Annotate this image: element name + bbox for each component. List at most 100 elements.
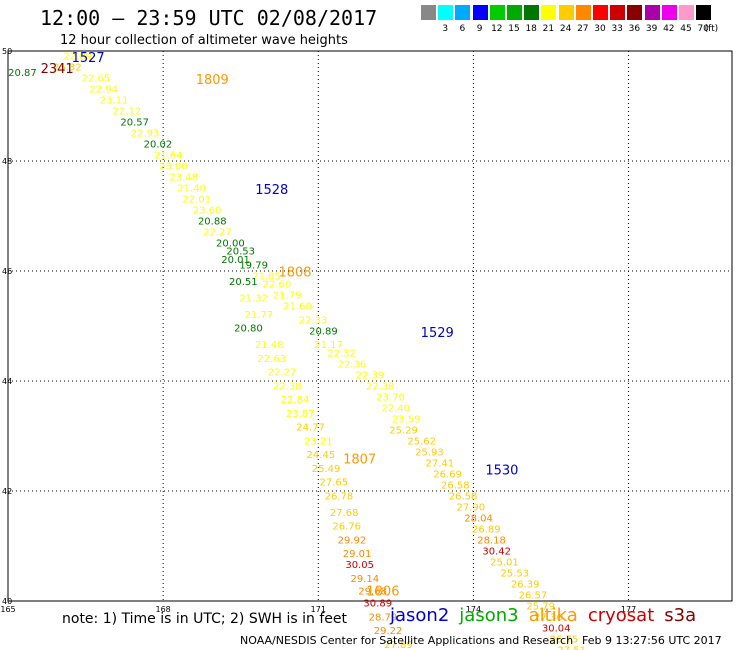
legend-label: 33 — [611, 24, 623, 34]
wave-height-label: 25.29 — [389, 425, 418, 436]
legend-label: 27 — [577, 24, 589, 34]
legend-swatch — [541, 5, 557, 20]
legend-label: 9 — [476, 24, 483, 34]
y-tick-label: 44 — [2, 377, 12, 386]
wave-height-label: 27.41 — [425, 458, 454, 469]
wave-height-label: 22.38 — [366, 381, 395, 392]
wave-height-label: 20.01 — [221, 255, 250, 266]
wave-height-label: 27.36 — [534, 612, 563, 623]
pass-time-label: 1807 — [343, 453, 376, 468]
legend-label: 24 — [559, 24, 572, 34]
wave-height-label: 21.77 — [244, 310, 273, 321]
wave-height-label: 22.60 — [263, 280, 292, 291]
wave-height-label: 22.12 — [113, 106, 142, 117]
wave-height-label: 21.48 — [255, 340, 284, 351]
wave-height-label: 27.51 — [557, 645, 586, 650]
wave-height-label: 29.68 — [358, 586, 387, 597]
wave-height-label: 20.88 — [198, 216, 227, 227]
wave-height-label: 26.58 — [441, 480, 470, 491]
pass-time-label: 1806 — [366, 585, 399, 600]
legend-label: 36 — [628, 24, 641, 34]
legend-label: 21 — [542, 24, 555, 34]
legend-label: 30 — [594, 24, 606, 34]
chart-note: note: 1) Time is in UTC; 2) SWH is in fe… — [62, 611, 348, 627]
legend-swatch — [661, 5, 677, 20]
wave-height-label: 27.65 — [319, 478, 348, 489]
satellite-legend: jason2 jason3 altika cryosat s3a — [390, 605, 706, 626]
wave-height-label: 23.87 — [286, 409, 315, 420]
y-tick-label: 42 — [2, 487, 12, 496]
wave-height-label: 23.60 — [193, 205, 222, 216]
x-tick-label: 171 — [311, 605, 326, 614]
legend-swatch — [524, 5, 540, 20]
satellite-label: cryosat — [587, 605, 655, 626]
wave-height-label: 21.85 — [252, 271, 281, 282]
legend-swatch — [679, 5, 694, 20]
legend-swatch — [489, 5, 505, 20]
wave-height-label: 21.64 — [154, 150, 183, 161]
y-tick-label: 40 — [2, 597, 12, 606]
wave-height-label: 20.57 — [120, 117, 149, 128]
chart-subtitle: 12 hour collection of altimeter wave hei… — [60, 33, 348, 48]
legend-swatch — [610, 5, 626, 20]
wave-height-label: 26.75 — [550, 634, 579, 645]
pass-time-label: 1528 — [255, 183, 288, 198]
wave-height-label: 22.38 — [273, 381, 302, 392]
legend-label: 70 — [697, 24, 709, 34]
wave-height-label: 22.27 — [203, 227, 232, 238]
y-tick-label: 46 — [2, 267, 12, 276]
wave-height-label: 20.00 — [216, 238, 245, 249]
wave-height-label: 22.01 — [182, 194, 211, 205]
wave-height-label: 29.22 — [374, 626, 403, 637]
legend-swatch — [644, 5, 660, 20]
wave-height-label: 29.14 — [351, 574, 380, 585]
wave-height-label: 25.01 — [490, 557, 519, 568]
legend-swatch — [696, 5, 712, 20]
wave-height-label: 27.90 — [457, 502, 486, 513]
wave-height-label: 22.93 — [131, 128, 160, 139]
legend-swatch — [627, 5, 643, 20]
wave-height-label: 23.70 — [376, 392, 405, 403]
satellite-label: altika — [528, 605, 578, 626]
x-tick-label: 168 — [156, 605, 171, 614]
satellite-label: jason3 — [459, 605, 519, 626]
pass-time-label: 2341 — [41, 62, 74, 77]
wave-height-label: 25.49 — [312, 464, 341, 475]
wave-height-label: 21.79 — [273, 291, 302, 302]
wave-height-label: 25.32 — [53, 62, 82, 73]
wave-height-label: 23.00 — [159, 161, 188, 172]
wave-height-label: 29.01 — [343, 549, 372, 560]
pass-time-label: 1809 — [196, 73, 229, 88]
wave-height-label: 27.68 — [330, 508, 359, 519]
wave-height-label: 23.59 — [392, 414, 421, 425]
wave-height-label: 20.02 — [144, 139, 173, 150]
wave-height-label: 29.92 — [338, 535, 367, 546]
wave-height-label: 22.33 — [299, 315, 328, 326]
wave-height-label: 26.76 — [332, 522, 361, 533]
wave-height-label: 26.89 — [472, 524, 501, 535]
wave-height-label: 22.94 — [89, 84, 118, 95]
wave-height-label: 23.21 — [304, 436, 333, 447]
wave-height-label: 22.63 — [257, 354, 286, 365]
wave-height-label: 22.32 — [327, 348, 356, 359]
legend-label: 6 — [459, 24, 466, 34]
wave-height-label: 30.89 — [363, 599, 392, 610]
wave-height-label: 26.78 — [325, 491, 354, 502]
wave-height-label: 22.65 — [82, 73, 111, 84]
x-tick-label: 165 — [0, 605, 15, 614]
wave-height-label: 25.62 — [407, 436, 436, 447]
wave-height-label: 19.79 — [239, 260, 268, 271]
satellite-label: s3a — [664, 605, 697, 626]
wave-height-label: 20.80 — [234, 324, 263, 335]
wave-height-label: 28.18 — [477, 535, 506, 546]
pass-time-label: 1530 — [485, 464, 518, 479]
legend-label: 15 — [508, 24, 520, 34]
legend-label: 18 — [525, 24, 537, 34]
y-tick-label: 48 — [2, 157, 12, 166]
wave-height-label: 20.89 — [309, 326, 338, 337]
wave-height-label: 20.53 — [226, 247, 255, 258]
wave-height-label: 23.11 — [100, 95, 129, 106]
wave-height-label: 26.58 — [449, 491, 478, 502]
wave-height-label: 30.05 — [345, 560, 374, 571]
